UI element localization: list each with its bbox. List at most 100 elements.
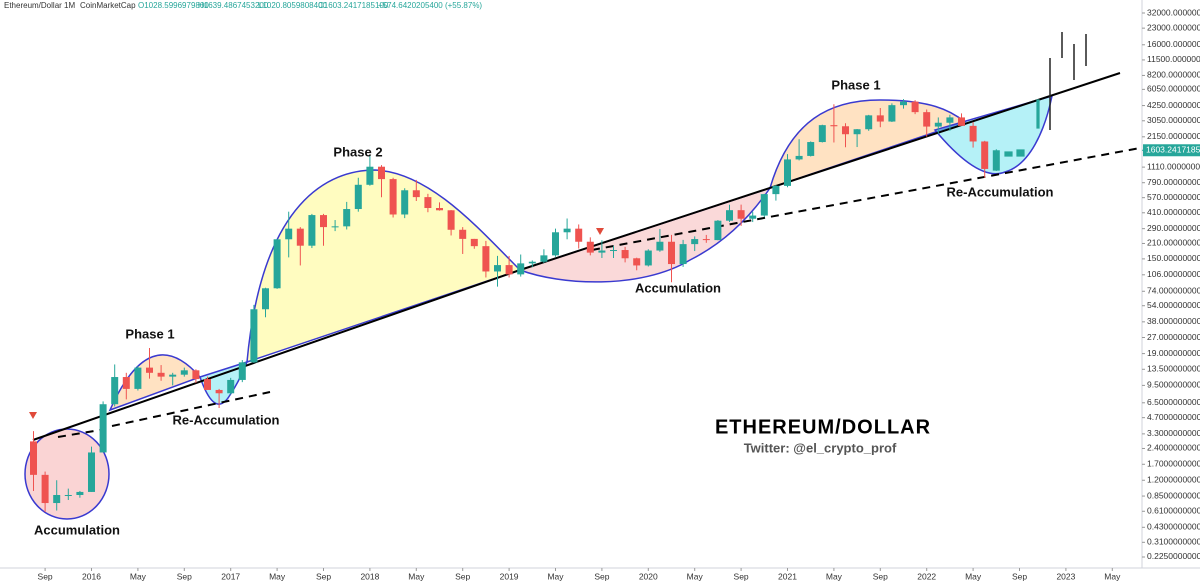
y-tick-label: 1.7000000000 (1147, 459, 1200, 469)
candle-body (412, 190, 420, 198)
x-tick-label: Sep (38, 571, 53, 581)
candle-body (99, 404, 107, 453)
x-tick-label: May (130, 571, 147, 581)
source: CoinMarketCap (80, 1, 136, 10)
x-tick-label: Sep (873, 571, 888, 581)
x-tick-label: 2018 (360, 571, 379, 581)
accumulation-area (517, 186, 772, 283)
y-tick-label: 0.4300000000 (1147, 522, 1200, 532)
candle-body (702, 239, 710, 241)
watermark-subtitle: Twitter: @el_crypto_prof (744, 440, 897, 455)
annotation: Phase 1 (125, 326, 174, 341)
candle-body (76, 491, 84, 495)
candle-body (888, 105, 896, 122)
candle-body (610, 250, 617, 252)
x-tick-label: Sep (455, 571, 470, 581)
candle-body (784, 159, 791, 186)
x-tick-label: May (1104, 571, 1121, 581)
candle-body (586, 241, 594, 253)
candle-body (250, 309, 258, 363)
candle-body (679, 244, 687, 265)
candle-body (795, 155, 803, 160)
candle-body (992, 150, 1000, 171)
candle-body (180, 370, 188, 375)
x-tick-label: May (547, 571, 564, 581)
candle-body (656, 241, 664, 251)
annotation: Re-Accumulation (947, 184, 1054, 199)
candle-body (737, 210, 745, 219)
ohlc-change: +574.6420205400 (+55.87%) (378, 1, 482, 10)
candle-body (505, 265, 513, 275)
candle-body (598, 250, 606, 253)
candle-body (575, 228, 583, 242)
candle-body (401, 190, 409, 215)
annotation: Accumulation (34, 522, 120, 537)
annotation: Phase 1 (831, 77, 880, 92)
candle-body (436, 208, 443, 211)
candle-body (157, 372, 165, 377)
candle-body (53, 494, 61, 504)
x-tick-label: May (408, 571, 425, 581)
candle-body (227, 379, 235, 394)
ohlc-low: L1020.8059808400 (258, 1, 328, 10)
candle-body (749, 215, 757, 219)
candle-body (865, 115, 873, 130)
interval: 1M (64, 1, 75, 10)
x-tick-label: Sep (734, 571, 749, 581)
candle-body (517, 263, 525, 275)
y-tick-label: 3.3000000000 (1147, 428, 1200, 438)
x-tick-label: Sep (594, 571, 609, 581)
candle-body (459, 229, 467, 239)
candle-body (134, 367, 142, 389)
candle-body (621, 250, 629, 259)
candle-body (818, 125, 826, 143)
projection-candle (1036, 99, 1040, 129)
candle-body (308, 215, 316, 246)
x-tick-label: 2022 (917, 571, 936, 581)
candle-body (122, 377, 130, 389)
candle-body (691, 239, 699, 245)
projection-candle (1004, 151, 1013, 157)
candle-body (911, 101, 919, 113)
y-tick-label: 9.5000000000 (1147, 380, 1200, 390)
candle-body (285, 228, 293, 240)
candle-body (41, 474, 49, 504)
projection-wicks (1049, 32, 1087, 130)
x-tick-label: Sep (177, 571, 192, 581)
candle-body (981, 141, 989, 169)
projection-candle (1016, 149, 1025, 157)
candle-body (88, 452, 95, 492)
candle-body (273, 239, 281, 289)
projection (1004, 99, 1040, 157)
accumulation-circle (24, 428, 110, 520)
candle-body (366, 166, 374, 185)
candle-body (528, 261, 536, 264)
ohlc-close: C1603.2417185100 (318, 1, 389, 10)
symbol: Ethereum/Dollar (4, 1, 62, 10)
candle-body (958, 117, 965, 126)
candle-body (714, 220, 722, 241)
last-price-label: 1603.2417185100 (1146, 145, 1200, 155)
ohlc-high: H1639.4867453200 (198, 1, 269, 10)
candle-body (447, 210, 455, 230)
x-tick-label: 2023 (1056, 571, 1075, 581)
dashed-line (591, 147, 1141, 251)
x-tick-label: 2019 (500, 571, 519, 581)
phase-area (768, 99, 967, 190)
y-tick-label: 2.4000000000 (1147, 443, 1200, 453)
last-price-tag (1143, 144, 1200, 157)
candle-body (923, 112, 931, 127)
